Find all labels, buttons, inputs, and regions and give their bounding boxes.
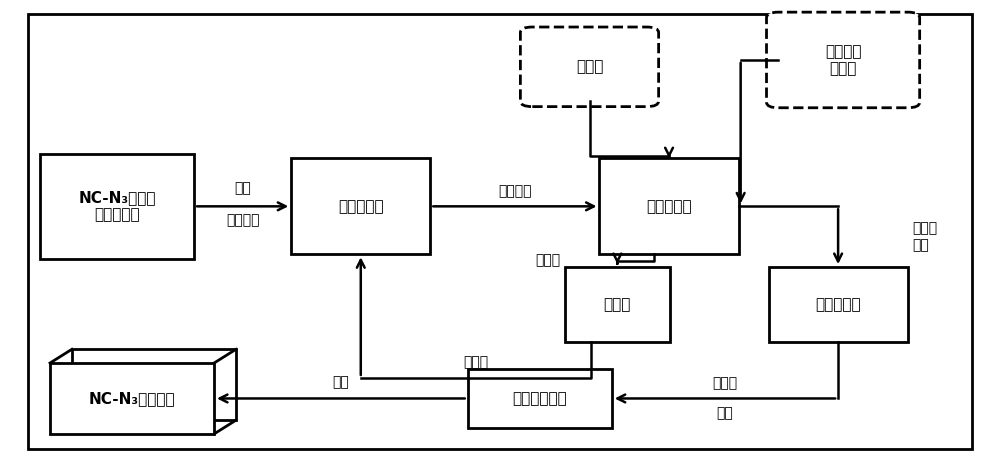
Bar bbox=[468, 369, 612, 428]
Text: NC-N₃微球产品: NC-N₃微球产品 bbox=[89, 391, 175, 406]
Bar bbox=[72, 349, 236, 420]
Text: 稳定剂
稳定: 稳定剂 稳定 bbox=[913, 222, 938, 252]
Bar bbox=[599, 158, 739, 254]
Text: 脱水剂: 脱水剂 bbox=[712, 376, 738, 390]
FancyBboxPatch shape bbox=[520, 27, 659, 106]
Text: 不稳定: 不稳定 bbox=[535, 254, 560, 268]
Bar bbox=[50, 363, 214, 434]
Text: 溶剂: 溶剂 bbox=[234, 181, 251, 195]
Text: 脱水: 脱水 bbox=[717, 407, 733, 421]
Text: 保护胶: 保护胶 bbox=[576, 59, 603, 75]
Text: 继续搅拌: 继续搅拌 bbox=[498, 184, 532, 198]
FancyBboxPatch shape bbox=[767, 12, 920, 108]
Text: 十二烷基
硫酸鰪: 十二烷基 硫酸鰪 bbox=[825, 44, 861, 76]
Text: 蒸溶: 蒸溶 bbox=[333, 375, 349, 389]
Bar bbox=[40, 154, 194, 259]
Bar bbox=[291, 158, 430, 254]
Text: 再利用: 再利用 bbox=[463, 356, 489, 369]
Bar bbox=[565, 267, 670, 343]
Text: 粘结块: 粘结块 bbox=[604, 297, 631, 312]
Text: 大块黏胶液: 大块黏胶液 bbox=[338, 199, 384, 214]
Bar bbox=[769, 267, 908, 343]
Text: 微球雏形颗粒: 微球雏形颗粒 bbox=[512, 391, 567, 406]
Text: 小块黏胶液: 小块黏胶液 bbox=[646, 199, 692, 214]
Text: NC-N₃聚合物
水分散体系: NC-N₃聚合物 水分散体系 bbox=[78, 190, 156, 223]
Text: 搅拌溶解: 搅拌溶解 bbox=[226, 213, 259, 227]
Text: 球形小液滴: 球形小液滴 bbox=[815, 297, 861, 312]
